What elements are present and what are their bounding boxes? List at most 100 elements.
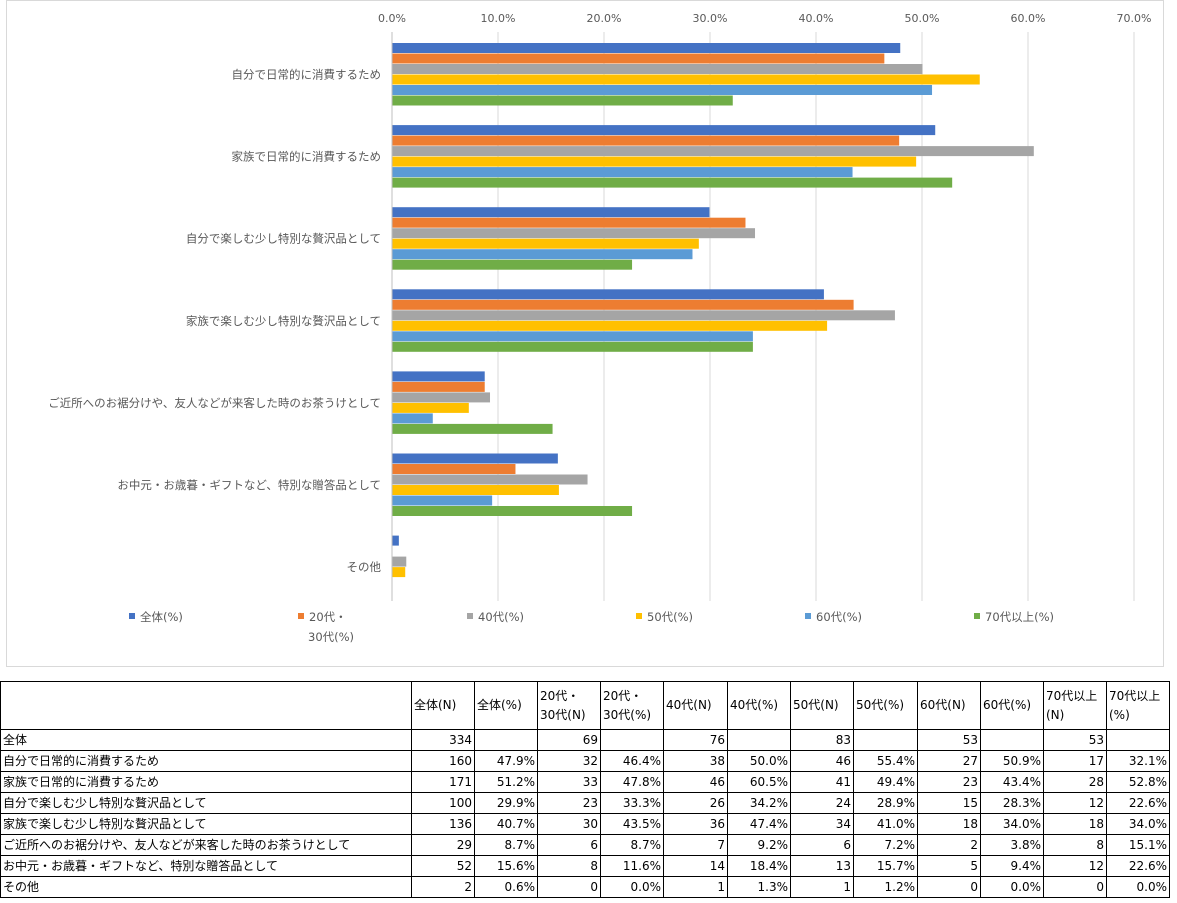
row-label-cell: 自分で楽しむ少し特別な贅沢品として [0,792,412,814]
x-tick-label: 10.0% [481,12,516,25]
value-cell: 43.5% [600,813,664,835]
bar [392,453,558,464]
bar [392,392,491,403]
value-cell: 52 [411,855,475,877]
value-cell: 11.6% [600,855,664,877]
value-cell: 24 [790,792,854,814]
value-cell: 34 [790,813,854,835]
row-label-cell: お中元・お歳暮・ギフトなど、特別な贈答品として [0,855,412,877]
value-cell: 0.6% [474,876,538,898]
value-cell: 9.4% [980,855,1044,877]
table-row: 家族で楽しむ少し特別な贅沢品として 136 40.7% 30 43.5% 36 47.4% 3… [0,813,1170,835]
bar [392,43,901,53]
bar [392,207,710,218]
bar [392,485,559,495]
bar [392,146,1034,157]
legend-label: 20代・ [309,610,347,624]
value-cell: 8.7% [600,834,664,856]
bar [392,228,756,239]
bar [392,74,980,85]
value-cell: 76 [663,729,728,751]
value-cell: 3.8% [980,834,1044,856]
value-cell: 171 [411,771,475,793]
value-cell: 12 [1043,792,1107,814]
value-cell: 12 [1043,855,1107,877]
legend-label: 30代(%) [308,630,354,644]
bar [392,556,407,567]
value-cell: 43.4% [980,771,1044,793]
row-label-cell: 家族で楽しむ少し特別な贅沢品として [0,813,412,835]
row-label-cell: 全体 [0,729,412,751]
bar [392,238,699,249]
value-cell: 6 [537,834,601,856]
bar [392,177,953,188]
legend-swatch [636,613,642,619]
bar [392,259,633,270]
bar [392,341,753,352]
value-cell: 53 [1043,729,1107,751]
bar [392,310,895,321]
row-label-cell: ご近所へのお裾分けや、友人などが来客した時のお茶うけとして [0,834,412,856]
legend-label: 60代(%) [816,610,862,624]
table-header-cell: 全体(%) [474,681,538,730]
value-cell: 0.0% [1106,876,1170,898]
value-cell: 15.7% [853,855,918,877]
value-cell: 29.9% [474,792,538,814]
value-cell: 23 [537,792,601,814]
legend-label: 40代(%) [478,610,524,624]
bar [392,495,493,506]
table-header-cell: 70代以上 (%) [1106,681,1170,730]
bar [392,423,553,434]
value-cell: 30 [537,813,601,835]
value-cell: 1 [790,876,854,898]
value-cell: 1 [663,876,728,898]
value-cell: 33.3% [600,792,664,814]
value-cell: 46 [790,750,854,772]
category-label: 家族で日常的に消費するため [232,150,382,164]
value-cell: 334 [411,729,475,751]
table-row: ご近所へのお裾分けや、友人などが来客した時のお茶うけとして 29 8.7% 6 8.7%… [0,834,1170,856]
bar [392,289,824,300]
data-table: 全体(N) 全体(%) 20代・ 30代(N) 20代・ 30代(%) 40代(N) 40代(… [0,681,1170,898]
value-cell: 27 [917,750,981,772]
value-cell: 14 [663,855,728,877]
value-cell: 53 [917,729,981,751]
value-cell: 32.1% [1106,750,1170,772]
value-cell: 50.0% [727,750,791,772]
value-cell: 8 [537,855,601,877]
row-label-cell: 自分で日常的に消費するため [0,750,412,772]
value-cell: 7.2% [853,834,918,856]
x-tick-label: 30.0% [693,12,728,25]
value-cell: 41.0% [853,813,918,835]
table-row: 全体 334 69 76 83 53 53 [0,729,1170,751]
value-cell: 33 [537,771,601,793]
value-cell: 47.9% [474,750,538,772]
category-label: ご近所へのお裾分けや、友人などが来客した時のお茶うけとして [48,396,381,410]
value-cell [853,729,918,751]
value-cell [1106,729,1170,751]
table-row: 家族で日常的に消費するため 171 51.2% 33 47.8% 46 60.5% 41 49.… [0,771,1170,793]
value-cell: 32 [537,750,601,772]
value-cell: 51.2% [474,771,538,793]
category-label: 家族で楽しむ少し特別な贅沢品として [186,314,381,328]
value-cell: 5 [917,855,981,877]
bar [392,156,917,167]
table-row: お中元・お歳暮・ギフトなど、特別な贈答品として 52 15.6% 8 11.6% 14 18… [0,855,1170,877]
value-cell: 47.8% [600,771,664,793]
value-cell: 46.4% [600,750,664,772]
bar [392,85,933,95]
table-header-cell: 60代(%) [980,681,1044,730]
bar [392,381,485,392]
x-tick-label: 40.0% [799,12,834,25]
value-cell: 7 [663,834,728,856]
value-cell: 15.6% [474,855,538,877]
value-cell: 9.2% [727,834,791,856]
value-cell: 41 [790,771,854,793]
bar [392,125,936,136]
table-header-cell [0,681,412,730]
value-cell: 26 [663,792,728,814]
value-cell: 28.9% [853,792,918,814]
value-cell: 52.8% [1106,771,1170,793]
table-header-cell: 50代(N) [790,681,854,730]
legend-label: 70代以上(%) [985,610,1054,624]
